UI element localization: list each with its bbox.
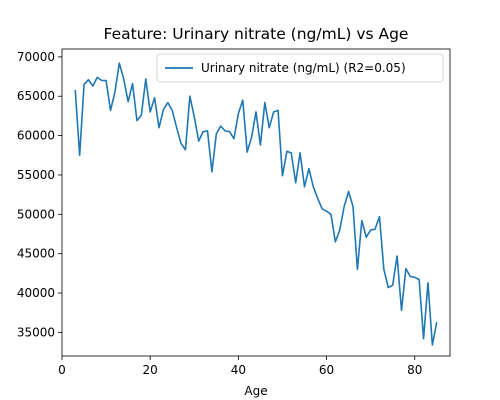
y-tick-label: 50000 <box>17 207 55 221</box>
x-tick-label: 0 <box>58 363 66 377</box>
legend-box <box>156 53 444 83</box>
y-tick-label: 70000 <box>17 50 55 64</box>
y-tick-label: 60000 <box>17 129 55 143</box>
x-tick-label: 60 <box>319 363 334 377</box>
y-tick-label: 55000 <box>17 168 55 182</box>
x-axis-label: Age <box>244 384 267 398</box>
x-axis: 0 20 40 60 80 <box>58 356 422 377</box>
series-line-urinary-nitrate <box>74 62 438 346</box>
x-tick-label: 80 <box>407 363 422 377</box>
y-tick-label: 65000 <box>17 89 55 103</box>
plot-area-frame <box>61 48 451 357</box>
y-axis: 35000 40000 45000 50000 55000 60000 65000 70000 <box>17 50 62 339</box>
y-tick-label: 35000 <box>17 325 55 339</box>
y-tick-label: 40000 <box>17 286 55 300</box>
legend: Urinary nitrate (ng/mL) (R2=0.05) <box>156 53 444 83</box>
x-tick-label: 40 <box>231 363 246 377</box>
y-tick-label: 45000 <box>17 247 55 261</box>
legend-label: Urinary nitrate (ng/mL) (R2=0.05) <box>201 61 406 75</box>
x-tick-label: 20 <box>143 363 158 377</box>
chart-title: Feature: Urinary nitrate (ng/mL) vs Age <box>104 25 409 43</box>
